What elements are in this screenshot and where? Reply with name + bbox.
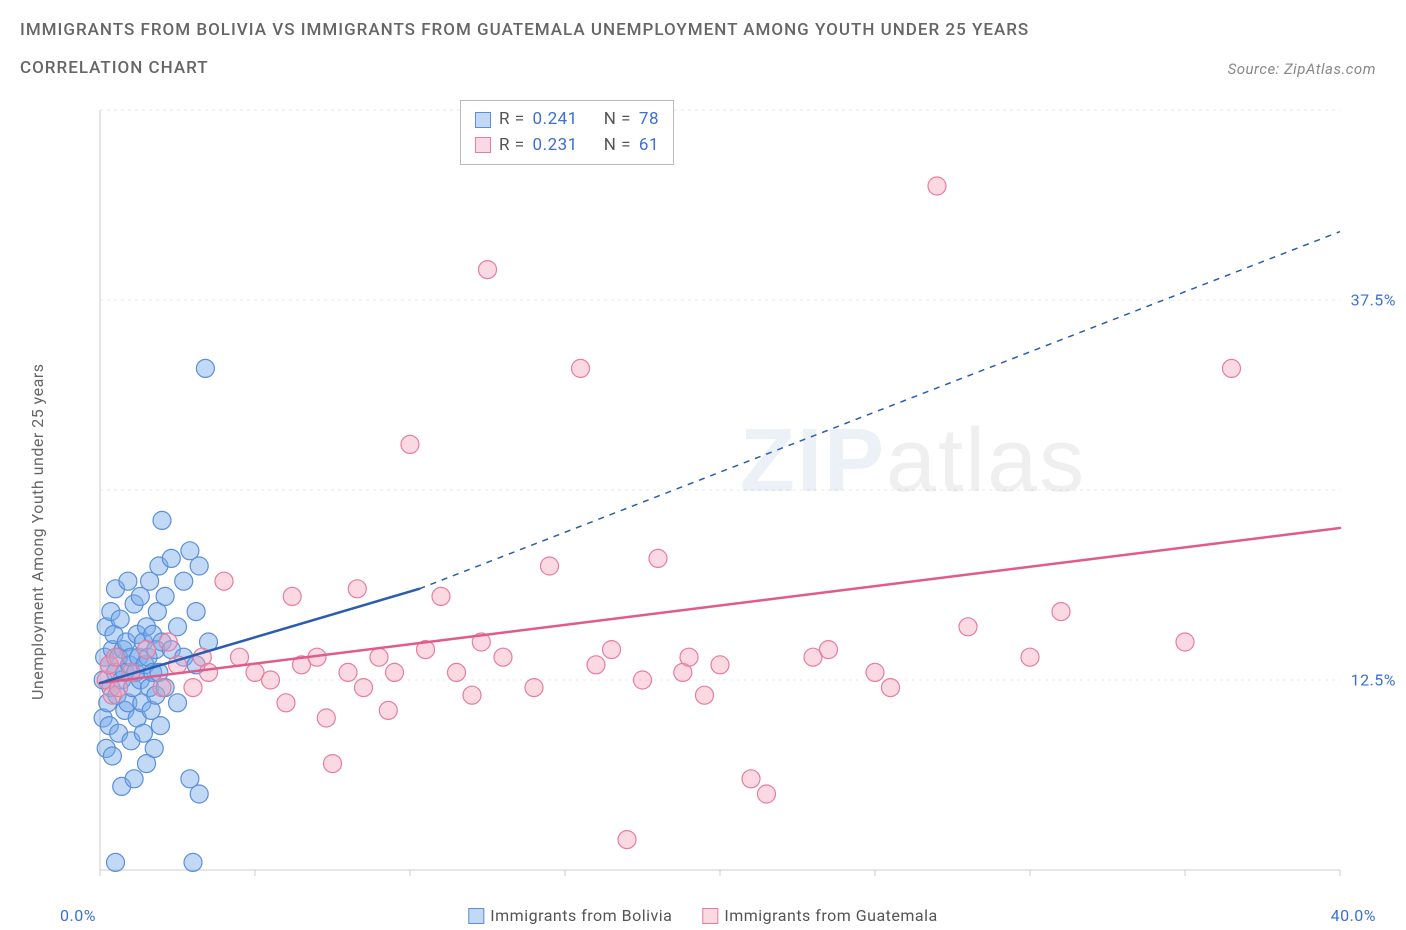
swatch-guatemala-icon xyxy=(702,908,718,924)
x-tick-min: 0.0% xyxy=(60,906,96,925)
y-tick-label: 12.5% xyxy=(1351,671,1396,690)
n-label: N = xyxy=(604,107,631,133)
swatch-bolivia-icon xyxy=(468,908,484,924)
legend-item-bolivia: Immigrants from Bolivia xyxy=(468,906,672,925)
n-value-guatemala: 61 xyxy=(639,133,659,159)
swatch-bolivia-icon xyxy=(475,112,491,128)
bottom-legend: Immigrants from Bolivia Immigrants from … xyxy=(468,906,937,925)
chart-title-line1: IMMIGRANTS FROM BOLIVIA VS IMMIGRANTS FR… xyxy=(20,20,1029,40)
source-attribution: Source: ZipAtlas.com xyxy=(1228,60,1376,78)
legend-item-guatemala: Immigrants from Guatemala xyxy=(702,906,937,925)
scatter-svg xyxy=(60,100,1380,900)
correlation-legend-box: R = 0.241 N = 78 R = 0.231 N = 61 xyxy=(460,100,674,165)
plot-area: R = 0.241 N = 78 R = 0.231 N = 61 ZIPatl… xyxy=(60,100,1380,900)
correlation-row-guatemala: R = 0.231 N = 61 xyxy=(475,133,659,159)
y-tick-label: 37.5% xyxy=(1351,291,1396,310)
legend-label-bolivia: Immigrants from Bolivia xyxy=(490,906,672,925)
chart-title-line2: CORRELATION CHART xyxy=(20,58,1029,78)
chart-container: { "title_line1": "IMMIGRANTS FROM BOLIVI… xyxy=(0,0,1406,930)
r-label: R = xyxy=(499,107,525,133)
r-label: R = xyxy=(499,133,525,159)
title-block: IMMIGRANTS FROM BOLIVIA VS IMMIGRANTS FR… xyxy=(20,20,1029,96)
y-axis-label: Unemployment Among Youth under 25 years xyxy=(28,363,47,700)
swatch-guatemala-icon xyxy=(475,137,491,153)
correlation-row-bolivia: R = 0.241 N = 78 xyxy=(475,107,659,133)
r-value-bolivia: 0.241 xyxy=(533,107,578,133)
n-label: N = xyxy=(604,133,631,159)
legend-label-guatemala: Immigrants from Guatemala xyxy=(724,906,937,925)
n-value-bolivia: 78 xyxy=(639,107,659,133)
r-value-guatemala: 0.231 xyxy=(533,133,578,159)
x-tick-max: 40.0% xyxy=(1331,906,1376,925)
